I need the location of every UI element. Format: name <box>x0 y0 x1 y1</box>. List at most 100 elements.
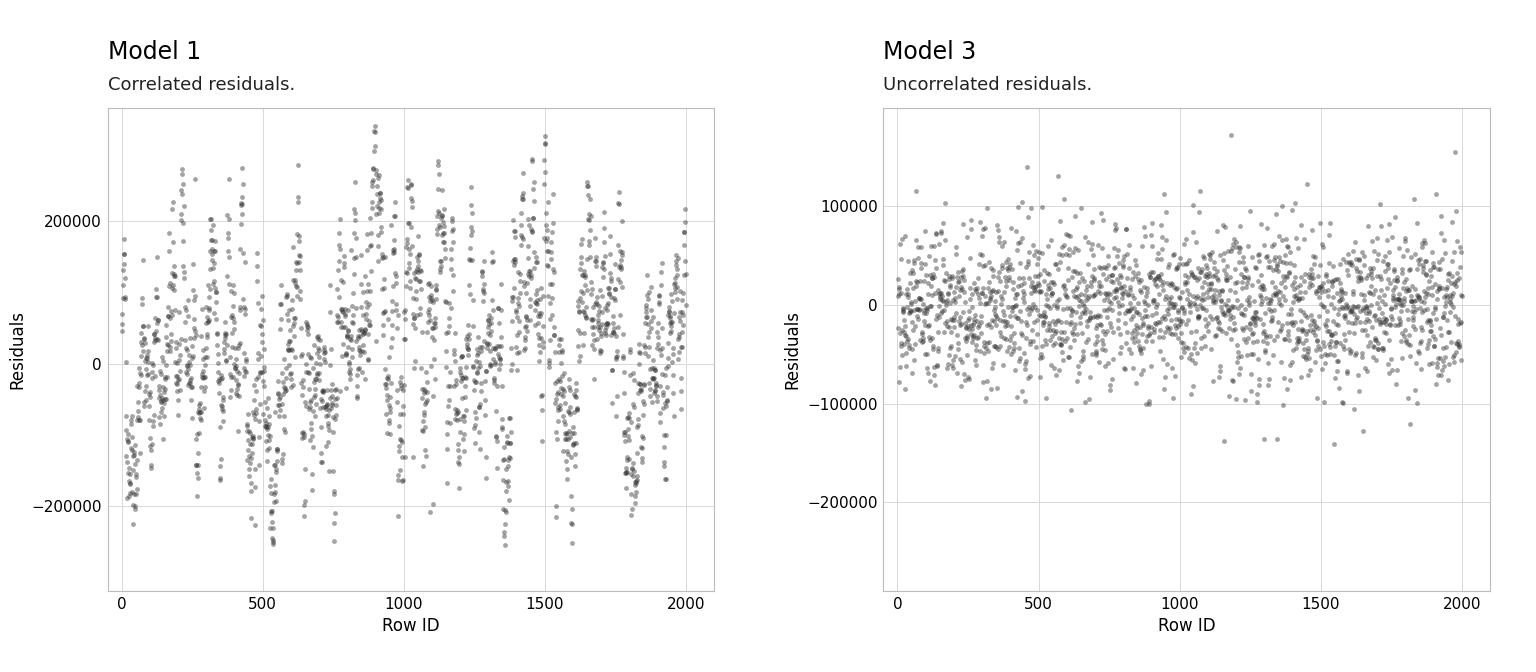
Point <box>1104 284 1129 294</box>
Point <box>1114 224 1138 235</box>
Point <box>181 295 206 306</box>
Point <box>484 406 508 417</box>
Point <box>296 404 321 415</box>
Point <box>1267 231 1292 242</box>
Point <box>390 436 415 447</box>
Point <box>952 369 977 380</box>
Point <box>1132 310 1157 321</box>
Point <box>436 380 461 391</box>
Point <box>482 374 507 385</box>
Point <box>249 320 273 331</box>
Point <box>1247 373 1272 384</box>
Point <box>235 421 260 431</box>
Point <box>1272 373 1296 384</box>
Point <box>1379 303 1404 314</box>
Point <box>1301 326 1326 337</box>
Point <box>992 272 1017 283</box>
Point <box>493 539 518 550</box>
Point <box>902 305 926 316</box>
Point <box>1439 290 1464 301</box>
Point <box>376 373 401 384</box>
Point <box>544 427 568 438</box>
Point <box>349 302 373 312</box>
Point <box>1321 349 1346 360</box>
Point <box>610 282 634 292</box>
Point <box>1189 343 1213 353</box>
Point <box>919 241 943 251</box>
Point <box>289 286 313 296</box>
Point <box>895 289 920 300</box>
Point <box>1326 320 1350 331</box>
Point <box>505 292 530 303</box>
Point <box>281 380 306 390</box>
Point <box>1316 291 1341 302</box>
Point <box>1187 206 1212 217</box>
Point <box>246 372 270 382</box>
Point <box>1381 292 1405 303</box>
Point <box>447 459 472 470</box>
Point <box>1118 303 1143 314</box>
Point <box>1015 212 1040 223</box>
Point <box>349 325 373 336</box>
Point <box>962 329 986 340</box>
Point <box>516 271 541 282</box>
Point <box>578 240 602 251</box>
Point <box>937 271 962 282</box>
Point <box>1344 314 1369 325</box>
Point <box>1235 349 1260 360</box>
Point <box>559 519 584 530</box>
Point <box>988 237 1012 247</box>
Point <box>1370 343 1395 353</box>
Point <box>293 463 318 474</box>
Point <box>934 362 958 373</box>
Point <box>398 179 422 190</box>
Point <box>986 343 1011 354</box>
Point <box>131 255 155 265</box>
Point <box>946 276 971 287</box>
Point <box>189 331 214 341</box>
Point <box>441 237 465 247</box>
Point <box>1184 325 1209 336</box>
Point <box>316 436 341 447</box>
Point <box>1012 359 1037 370</box>
Point <box>978 322 1003 333</box>
Point <box>468 361 493 372</box>
Point <box>1376 259 1401 269</box>
Point <box>539 309 564 320</box>
Point <box>951 265 975 276</box>
Point <box>134 395 158 406</box>
Point <box>536 358 561 368</box>
Point <box>1026 270 1051 281</box>
Point <box>998 349 1023 360</box>
Point <box>280 304 304 314</box>
Point <box>535 225 559 236</box>
Point <box>1419 282 1444 293</box>
Point <box>1164 263 1189 274</box>
Point <box>1367 314 1392 325</box>
Point <box>1091 325 1115 336</box>
Point <box>456 253 481 264</box>
Point <box>258 507 283 518</box>
Point <box>636 319 660 329</box>
Point <box>1000 306 1025 317</box>
Point <box>1174 342 1198 353</box>
Point <box>433 328 458 339</box>
Point <box>135 357 160 368</box>
Point <box>892 230 917 241</box>
Point <box>977 319 1001 329</box>
Point <box>1210 286 1235 297</box>
Point <box>1126 298 1150 308</box>
Point <box>1266 259 1290 269</box>
Point <box>1146 288 1170 299</box>
Point <box>352 328 376 339</box>
Point <box>923 227 948 238</box>
Point <box>118 415 143 425</box>
Point <box>564 391 588 402</box>
Point <box>1362 245 1387 256</box>
Point <box>955 330 980 341</box>
Point <box>278 325 303 336</box>
Point <box>952 333 977 343</box>
Point <box>226 380 250 390</box>
Point <box>201 308 226 319</box>
Point <box>425 183 450 194</box>
